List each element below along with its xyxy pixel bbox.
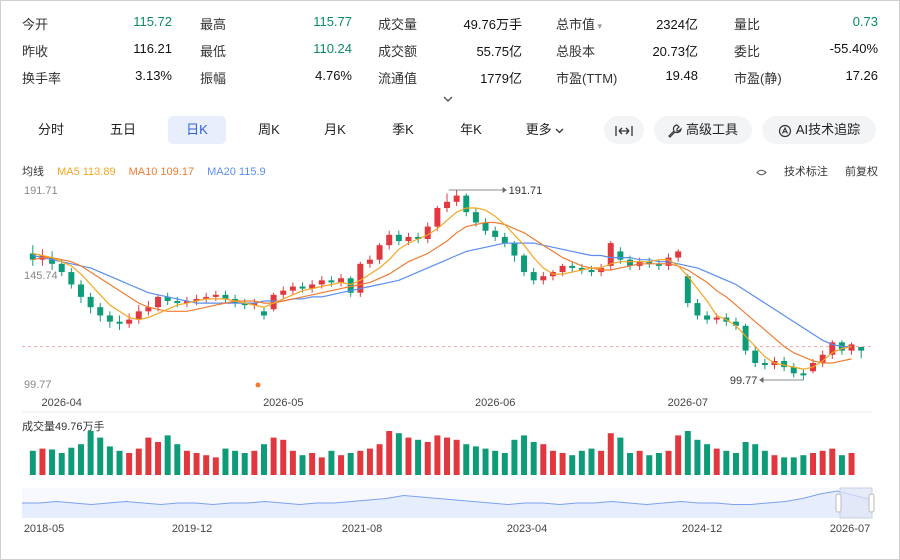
- stat-label: 昨收: [22, 44, 49, 59]
- stat-value: 1779亿: [480, 71, 522, 86]
- stat-label: 最高: [200, 17, 227, 32]
- stat-label: 市盈(静): [734, 71, 782, 86]
- stats-row: 换手率 3.13% 振幅 4.76% 流通值 1779亿 市盈(TTM) 19.48 市盈(静)…: [22, 68, 880, 88]
- stat-label: 流通值: [378, 71, 418, 86]
- tab-five-day[interactable]: 五日: [109, 122, 136, 137]
- stats-row: 今开 115.72 最高 115.77 成交量 49.76万手 总市值 ▾ 2324亿 量比 0.…: [22, 14, 880, 34]
- stat-label: 振幅: [200, 71, 227, 86]
- expand-range-button[interactable]: [604, 116, 644, 144]
- eye-icon: [756, 169, 767, 175]
- stat-value: 17.26: [845, 68, 878, 83]
- stat-value: 3.13%: [135, 68, 172, 83]
- stat-label: 今开: [22, 17, 49, 32]
- chevron-down-icon: [555, 128, 564, 134]
- stat-label: 成交量: [378, 17, 418, 32]
- tab-quarterly-k[interactable]: 季K: [392, 122, 414, 137]
- expand-chevron-icon[interactable]: [441, 93, 455, 105]
- stat-value: 4.76%: [315, 68, 352, 83]
- stat-label: 最低: [200, 44, 227, 59]
- chart-options: 技术标注 前复权: [742, 163, 878, 179]
- period-tabs: 分时 五日 日K 周K 月K 季K 年K 更多 高级工具 AI技术追踪: [22, 116, 880, 146]
- tab-monthly-k[interactable]: 月K: [324, 122, 346, 137]
- horizontal-expand-icon: [615, 125, 633, 136]
- tab-weekly-k[interactable]: 周K: [258, 122, 280, 137]
- stat-value: 115.72: [133, 14, 172, 29]
- ai-tracking-button[interactable]: AI技术追踪: [762, 116, 876, 144]
- ma-legend-title: 均线: [22, 166, 44, 178]
- stat-label: 量比: [734, 17, 761, 32]
- tab-more[interactable]: 更多: [516, 116, 574, 144]
- stat-value: 20.73亿: [652, 44, 698, 59]
- stat-value: -55.40%: [829, 41, 878, 56]
- stat-label: 市盈(TTM): [556, 71, 618, 86]
- caret-down-icon[interactable]: ▾: [595, 21, 603, 31]
- stat-value: 55.75亿: [476, 44, 522, 59]
- stat-label: 总市值 ▾: [556, 17, 603, 32]
- tools-icon: [668, 123, 682, 138]
- tech-annotation-label: 技术标注: [783, 166, 828, 178]
- stat-label: 总股本: [556, 44, 596, 59]
- ma-legend: 均线 MA5 113.89 MA10 109.17 MA20 115.9: [22, 163, 276, 179]
- tab-daily-k[interactable]: 日K: [168, 116, 226, 144]
- adjust-select[interactable]: 前复权: [845, 166, 878, 178]
- stats-row: 昨收 116.21 最低 110.24 成交额 55.75亿 总股本 20.73亿 委比 -55.…: [22, 41, 880, 61]
- tab-intraday[interactable]: 分时: [37, 122, 64, 137]
- ai-tracking-label: AI技术追踪: [795, 122, 861, 137]
- tab-yearly-k[interactable]: 年K: [460, 122, 482, 137]
- ma5-legend: MA5 113.89: [57, 166, 116, 178]
- advanced-tools-label: 高级工具: [685, 122, 738, 137]
- stat-label: 成交额: [378, 44, 418, 59]
- tab-more-label: 更多: [525, 122, 552, 137]
- stat-value: 116.21: [133, 41, 172, 56]
- stat-label: 换手率: [22, 71, 62, 86]
- advanced-tools-button[interactable]: 高级工具: [654, 116, 752, 144]
- stat-value: 115.77: [313, 14, 352, 29]
- stat-value: 0.73: [852, 14, 878, 29]
- stat-value: 19.48: [665, 68, 698, 83]
- ma10-legend: MA10 109.17: [128, 166, 195, 178]
- ma20-legend: MA20 115.9: [207, 166, 266, 178]
- ai-icon: [778, 124, 791, 137]
- stat-value: 110.24: [313, 41, 352, 56]
- stat-label: 委比: [734, 44, 761, 59]
- stat-value: 2324亿: [656, 17, 698, 32]
- tech-annotation-toggle[interactable]: 技术标注: [756, 166, 831, 178]
- stat-value: 49.76万手: [463, 17, 522, 32]
